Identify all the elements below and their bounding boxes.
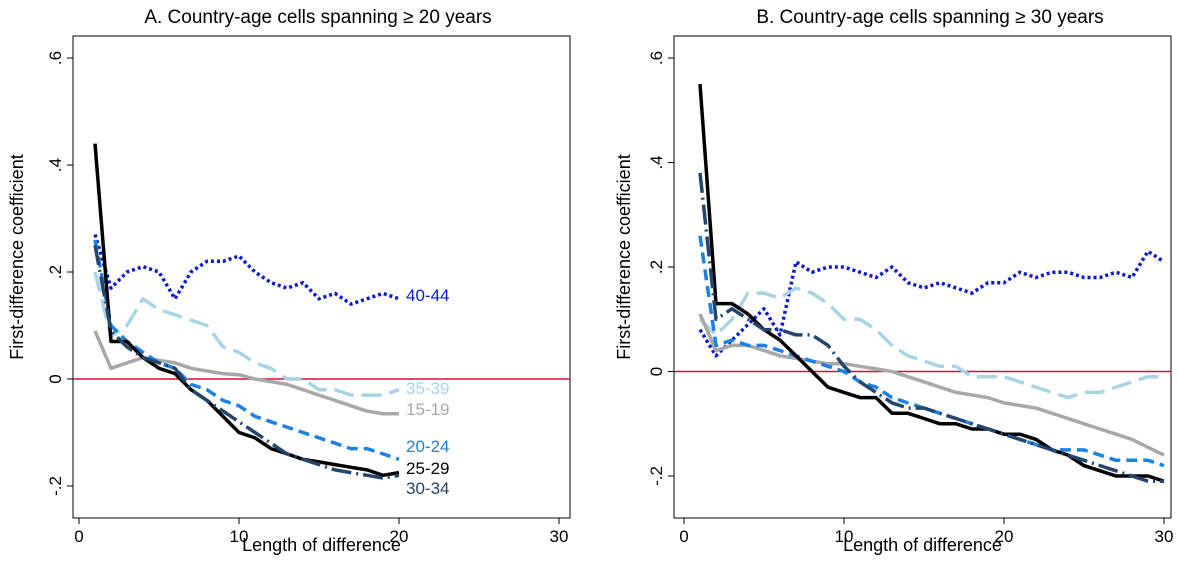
x-tick-label: 0: [74, 527, 83, 546]
series-line-25-29: [93, 143, 400, 478]
series-line-15-19: [93, 330, 399, 416]
y-tick-label: .2: [46, 265, 65, 279]
y-axis-label: First-difference coefficient: [614, 154, 634, 359]
y-tick-label: .4: [647, 155, 666, 169]
series-label-15-19: 15-19: [406, 400, 449, 419]
series-line-25-29: [698, 83, 1165, 483]
series-label-25-29: 25-29: [406, 459, 449, 478]
series-line-20-24: [93, 239, 400, 461]
series-line-30-34: [698, 172, 1164, 483]
y-tick-label: .6: [46, 51, 65, 65]
x-tick-label: 0: [679, 527, 688, 546]
series-line-35-39: [698, 286, 1164, 400]
x-tick-label: 20: [390, 527, 409, 546]
x-axis-label: Length of difference: [843, 535, 1002, 555]
plot-frame: [72, 35, 571, 519]
x-tick-label: 10: [835, 527, 854, 546]
series-line-40-44: [93, 233, 400, 306]
series-line-15-19: [698, 313, 1165, 457]
chart-title: B. Country-age cells spanning ≥ 30 years: [756, 7, 1103, 28]
series-label-35-39: 35-39: [406, 379, 449, 398]
y-tick-label: 0: [647, 367, 666, 376]
y-tick-label: -.2: [46, 476, 65, 496]
x-tick-label: 10: [230, 527, 249, 546]
series-line-35-39: [93, 271, 400, 397]
chart-panel-a: A. Country-age cells spanning ≥ 20 years…: [7, 7, 571, 555]
series-label-30-34: 30-34: [406, 479, 449, 498]
x-tick-label: 30: [1155, 527, 1174, 546]
y-tick-label: .2: [647, 260, 666, 274]
x-axis-label: Length of difference: [242, 535, 401, 555]
y-tick-label: 0: [46, 374, 65, 383]
y-tick-label: .4: [46, 158, 65, 172]
y-axis-label: First-difference coefficient: [7, 154, 27, 359]
series-line-40-44: [698, 249, 1165, 358]
chart-panel-b: B. Country-age cells spanning ≥ 30 years…: [614, 7, 1173, 555]
series-label-40-44: 40-44: [406, 286, 449, 305]
y-tick-label: -.2: [647, 466, 666, 486]
chart-title: A. Country-age cells spanning ≥ 20 years: [144, 7, 491, 28]
y-tick-label: .6: [647, 51, 666, 65]
plot-frame: [673, 35, 1172, 519]
x-tick-label: 30: [550, 527, 569, 546]
x-tick-label: 20: [995, 527, 1014, 546]
series-line-30-34: [93, 244, 400, 480]
series-label-20-24: 20-24: [406, 437, 449, 456]
